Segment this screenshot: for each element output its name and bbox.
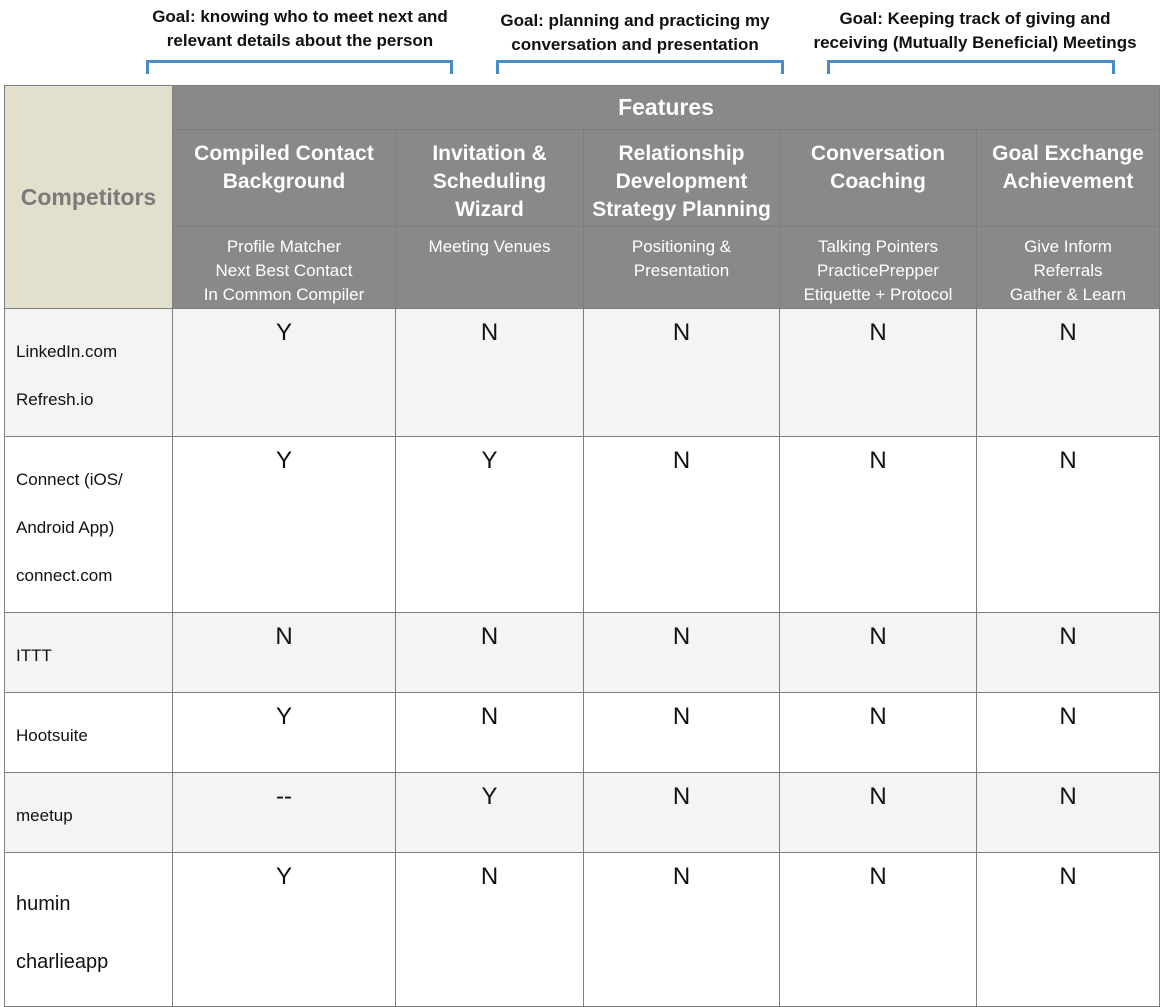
feature-subitems-col5: Give Inform Referrals Gather & Learn xyxy=(976,226,1160,309)
subitem: Referrals xyxy=(1033,261,1103,280)
table-cell: Y xyxy=(395,436,584,613)
table-cell: N xyxy=(779,612,977,693)
table-cell: N xyxy=(583,692,780,773)
table-row: humin charlieapp Y N N N N xyxy=(4,852,1160,1007)
table-row: Hootsuite Y N N N N xyxy=(4,692,1160,773)
feature-subitems-col4: Talking Pointers PracticePrepper Etiquet… xyxy=(779,226,977,309)
goal-2-label: Goal: planning and practicing my convers… xyxy=(470,9,800,57)
goal-3-bracket xyxy=(827,60,1115,74)
goal-3-label: Goal: Keeping track of giving and receiv… xyxy=(795,7,1155,55)
competitors-header: Competitors xyxy=(4,85,173,309)
table-cell: Y xyxy=(172,436,396,613)
table-row: meetup -- Y N N N xyxy=(4,772,1160,853)
goal-3-line1: Goal: Keeping track of giving and xyxy=(839,9,1111,28)
table-cell: N xyxy=(779,436,977,613)
competitor-name-line: LinkedIn.com xyxy=(16,342,118,361)
table-cell: N xyxy=(779,772,977,853)
competitor-name: meetup xyxy=(4,772,173,853)
table-cell: N xyxy=(779,692,977,773)
table-cell: N xyxy=(583,436,780,613)
table-cell: N xyxy=(779,308,977,437)
goal-2-line2: conversation and presentation xyxy=(511,35,759,54)
table-row: LinkedIn.com Refresh.io Y N N N N xyxy=(4,308,1160,437)
table-row: ITTT N N N N N xyxy=(4,612,1160,693)
goal-2-bracket xyxy=(496,60,784,74)
table-cell: N xyxy=(976,308,1160,437)
goal-1-label: Goal: knowing who to meet next and relev… xyxy=(130,5,470,53)
goal-1-line2: relevant details about the person xyxy=(166,31,434,50)
feature-goal-exchange-achievement: Goal Exchange Achievement xyxy=(976,129,1160,227)
competitor-name: ITTT xyxy=(4,612,173,693)
subitem: PracticePrepper xyxy=(817,261,939,280)
table-cell: N xyxy=(779,852,977,1007)
subitem: Presentation xyxy=(633,261,730,280)
subitem: Next Best Contact xyxy=(215,261,353,280)
table-cell: N xyxy=(976,852,1160,1007)
feature-invitation-scheduling-wizard: Invitation & Scheduling Wizard xyxy=(395,129,584,227)
subitem: Talking Pointers xyxy=(817,237,938,256)
competitor-comparison-table: Competitors Features Compiled Contact Ba… xyxy=(4,85,1160,1007)
table-cell: Y xyxy=(172,308,396,437)
goal-1-bracket xyxy=(146,60,453,74)
competitor-name: LinkedIn.com Refresh.io xyxy=(4,308,173,437)
competitor-name-line: Android App) xyxy=(16,518,115,537)
table-cell: N xyxy=(583,612,780,693)
table-cell: Y xyxy=(395,772,584,853)
table-cell: N xyxy=(583,852,780,1007)
competitor-name-line: meetup xyxy=(16,806,73,825)
feature-subitems-col3: Positioning & Presentation xyxy=(583,226,780,309)
subitem: Etiquette + Protocol xyxy=(803,285,953,304)
table-cell: -- xyxy=(172,772,396,853)
table-cell: N xyxy=(976,612,1160,693)
table-cell: N xyxy=(583,772,780,853)
feature-subitems-col1: Profile Matcher Next Best Contact In Com… xyxy=(172,226,396,309)
competitor-name-line: Refresh.io xyxy=(16,390,94,409)
table-cell: N xyxy=(395,612,584,693)
competitor-name: humin charlieapp xyxy=(4,852,173,1007)
table-cell: Y xyxy=(172,692,396,773)
feature-compiled-contact-background: Compiled Contact Background xyxy=(172,129,396,227)
table-cell: N xyxy=(976,772,1160,853)
competitor-name-line: connect.com xyxy=(16,566,113,585)
features-header: Features xyxy=(172,85,1160,130)
table-cell: Y xyxy=(172,852,396,1007)
table-cell: N xyxy=(976,436,1160,613)
competitor-name-line: Hootsuite xyxy=(16,726,88,745)
table-cell: N xyxy=(172,612,396,693)
goal-3-line2: receiving (Mutually Beneficial) Meetings xyxy=(813,33,1137,52)
feature-conversation-coaching: Conversation Coaching xyxy=(779,129,977,227)
table-row: Connect (iOS/ Android App) connect.com Y… xyxy=(4,436,1160,613)
subitem: Positioning & xyxy=(631,237,732,256)
table-cell: N xyxy=(976,692,1160,773)
competitor-name: Hootsuite xyxy=(4,692,173,773)
table-cell: N xyxy=(395,308,584,437)
subitem: Meeting Venues xyxy=(428,237,551,256)
competitor-name-line: ITTT xyxy=(16,646,52,665)
competitor-name-line: humin xyxy=(16,893,71,915)
subitem: Gather & Learn xyxy=(1009,285,1127,304)
competitor-name-line: Connect (iOS/ xyxy=(16,470,123,489)
subitem: In Common Compiler xyxy=(203,285,365,304)
competitor-name-line: charlieapp xyxy=(16,951,109,973)
subitem: Profile Matcher xyxy=(226,237,342,256)
subitem: Give Inform xyxy=(1024,237,1112,256)
feature-subitems-col2: Meeting Venues xyxy=(395,226,584,309)
competitor-name: Connect (iOS/ Android App) connect.com xyxy=(4,436,173,613)
table-cell: N xyxy=(583,308,780,437)
goal-2-line1: Goal: planning and practicing my xyxy=(500,11,770,30)
table-cell: N xyxy=(395,692,584,773)
goal-1-line1: Goal: knowing who to meet next and xyxy=(152,7,448,26)
feature-relationship-development: Relationship Development Strategy Planni… xyxy=(583,129,780,227)
table-cell: N xyxy=(395,852,584,1007)
